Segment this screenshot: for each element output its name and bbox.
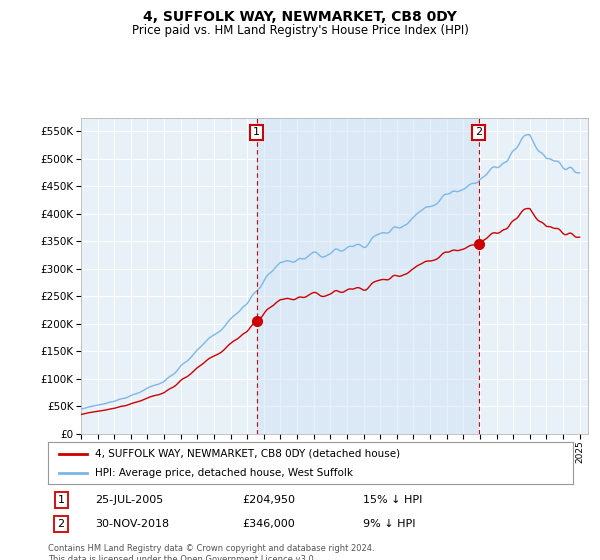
Text: 1: 1 [58,494,65,505]
Text: 30-NOV-2018: 30-NOV-2018 [95,519,169,529]
Text: 4, SUFFOLK WAY, NEWMARKET, CB8 0DY: 4, SUFFOLK WAY, NEWMARKET, CB8 0DY [143,10,457,24]
Text: 2: 2 [475,128,482,137]
Text: 1: 1 [253,128,260,137]
Text: £346,000: £346,000 [242,519,295,529]
Text: Contains HM Land Registry data © Crown copyright and database right 2024.
This d: Contains HM Land Registry data © Crown c… [48,544,374,560]
Text: £204,950: £204,950 [242,494,295,505]
Text: 4, SUFFOLK WAY, NEWMARKET, CB8 0DY (detached house): 4, SUFFOLK WAY, NEWMARKET, CB8 0DY (deta… [95,449,400,459]
Bar [257,118,479,434]
Text: Price paid vs. HM Land Registry's House Price Index (HPI): Price paid vs. HM Land Registry's House … [131,24,469,36]
Text: 15% ↓ HPI: 15% ↓ HPI [363,494,422,505]
Text: 9% ↓ HPI: 9% ↓ HPI [363,519,415,529]
Text: 25-JUL-2005: 25-JUL-2005 [95,494,163,505]
Text: 2: 2 [58,519,65,529]
Text: HPI: Average price, detached house, West Suffolk: HPI: Average price, detached house, West… [95,468,353,478]
